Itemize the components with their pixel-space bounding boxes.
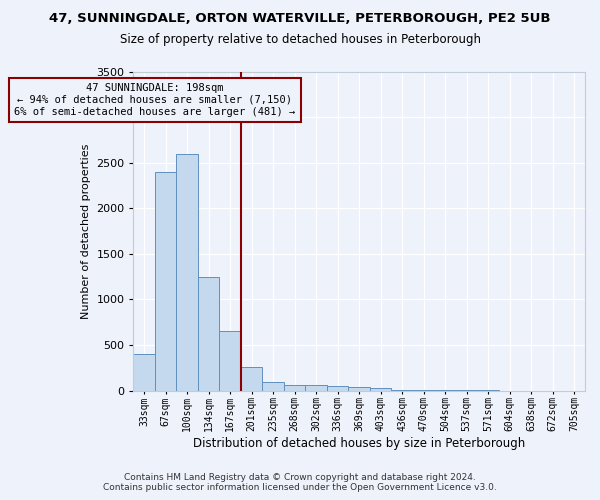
Bar: [370, 388, 391, 390]
Y-axis label: Number of detached properties: Number of detached properties: [81, 144, 91, 319]
Bar: [305, 386, 327, 390]
Bar: [133, 354, 155, 391]
Bar: [262, 382, 284, 390]
Bar: [327, 386, 349, 390]
Bar: [349, 387, 370, 390]
Bar: [284, 384, 305, 390]
Bar: [155, 172, 176, 390]
Text: Contains HM Land Registry data © Crown copyright and database right 2024.
Contai: Contains HM Land Registry data © Crown c…: [103, 473, 497, 492]
Text: Size of property relative to detached houses in Peterborough: Size of property relative to detached ho…: [119, 33, 481, 46]
Bar: [220, 332, 241, 390]
Bar: [198, 276, 220, 390]
Bar: [176, 154, 198, 390]
Bar: [241, 367, 262, 390]
X-axis label: Distribution of detached houses by size in Peterborough: Distribution of detached houses by size …: [193, 437, 526, 450]
Text: 47 SUNNINGDALE: 198sqm
← 94% of detached houses are smaller (7,150)
6% of semi-d: 47 SUNNINGDALE: 198sqm ← 94% of detached…: [14, 84, 296, 116]
Text: 47, SUNNINGDALE, ORTON WATERVILLE, PETERBOROUGH, PE2 5UB: 47, SUNNINGDALE, ORTON WATERVILLE, PETER…: [49, 12, 551, 26]
